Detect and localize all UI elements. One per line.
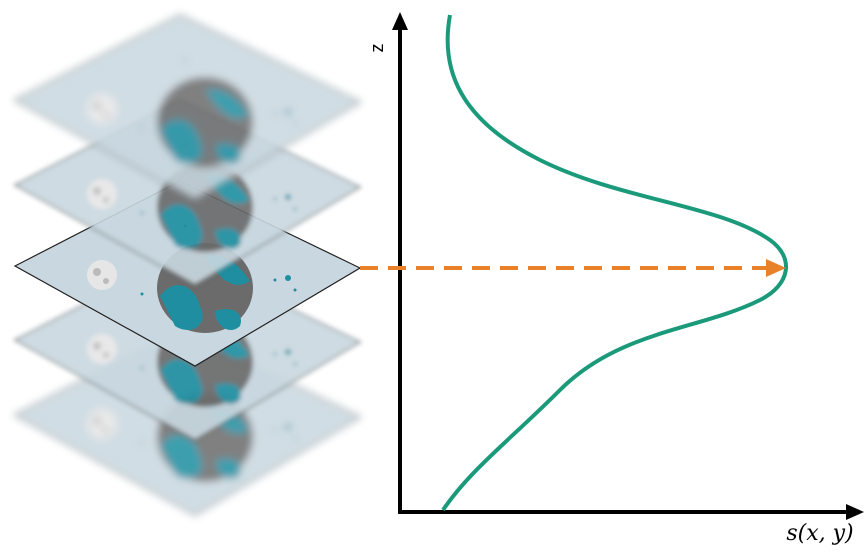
sharpness-curve: [443, 15, 786, 510]
x-axis-label: s(x, y): [786, 521, 853, 546]
image-stack: [15, 15, 360, 515]
axes: z s(x, y): [367, 12, 864, 546]
focus-diagram: z s(x, y): [0, 0, 866, 552]
y-axis-label: z: [367, 44, 387, 53]
x-arrowhead: [846, 504, 864, 520]
y-arrowhead: [392, 12, 408, 30]
